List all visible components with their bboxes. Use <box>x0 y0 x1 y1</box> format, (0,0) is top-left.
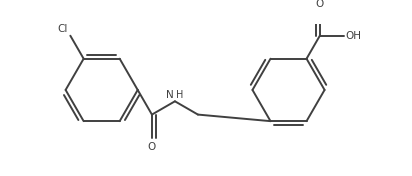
Text: O: O <box>316 0 324 9</box>
Text: H: H <box>176 90 183 100</box>
Text: OH: OH <box>345 31 361 41</box>
Text: O: O <box>148 142 156 152</box>
Text: Cl: Cl <box>57 24 68 34</box>
Text: N: N <box>166 90 174 100</box>
